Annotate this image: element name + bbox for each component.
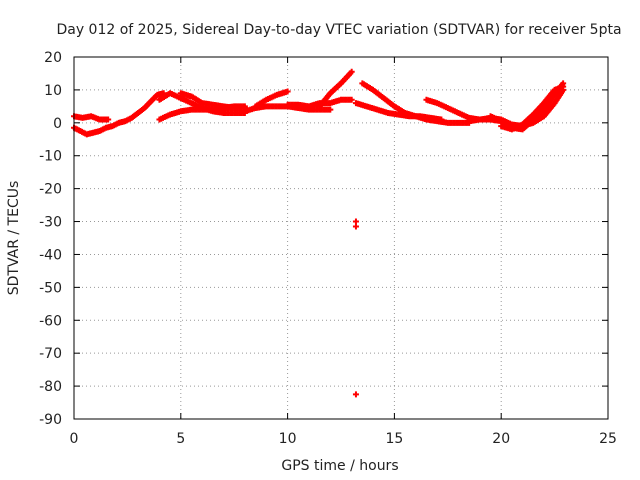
y-axis-label: SDTVAR / TECUs (6, 181, 22, 296)
y-tick-label: 10 (44, 83, 62, 99)
data-points (71, 68, 567, 398)
tick-labels: 0 5 10 15 20 25 20 10 0 -10 -20 -30 -40 -50 -60 -70 -80 -… (39, 50, 617, 447)
data-point (348, 96, 355, 103)
y-tick-label: 0 (53, 116, 62, 132)
y-tick-label: -10 (39, 149, 62, 165)
series-track-early-low (71, 90, 167, 138)
data-point (352, 223, 359, 230)
series-track-early-flat (71, 113, 112, 123)
series-outliers (352, 218, 359, 398)
data-point (560, 83, 567, 90)
data-point (105, 116, 112, 123)
y-tick-label: -20 (39, 182, 62, 198)
data-point (284, 88, 291, 95)
axis-ticks (73, 56, 609, 420)
y-tick-label: 20 (44, 50, 62, 66)
series-track-13 (498, 83, 567, 133)
data-point (327, 106, 334, 113)
x-tick-label: 25 (599, 431, 617, 447)
y-tick-label: -70 (39, 346, 62, 362)
data-point (352, 391, 359, 398)
series-track-7 (316, 68, 355, 110)
x-tick-label: 10 (279, 431, 297, 447)
y-tick-label: -50 (39, 280, 62, 296)
x-axis-label: GPS time / hours (281, 458, 398, 474)
x-tick-label: 5 (176, 431, 185, 447)
x-tick-label: 20 (492, 431, 510, 447)
series-track-6 (284, 96, 355, 110)
y-tick-label: -60 (39, 313, 62, 329)
series-track-9 (359, 80, 473, 126)
series-track-3 (177, 90, 248, 112)
data-point (348, 68, 355, 75)
y-tick-label: -80 (39, 379, 62, 395)
x-tick-label: 0 (70, 431, 79, 447)
y-tick-label: -40 (39, 247, 62, 263)
grid-lines (74, 57, 608, 419)
chart-title: Day 012 of 2025, Sidereal Day-to-day VTE… (56, 22, 621, 38)
x-tick-label: 15 (385, 431, 403, 447)
y-tick-label: -30 (39, 215, 62, 231)
plot-frame (73, 56, 609, 420)
y-tick-label: -90 (39, 412, 62, 428)
